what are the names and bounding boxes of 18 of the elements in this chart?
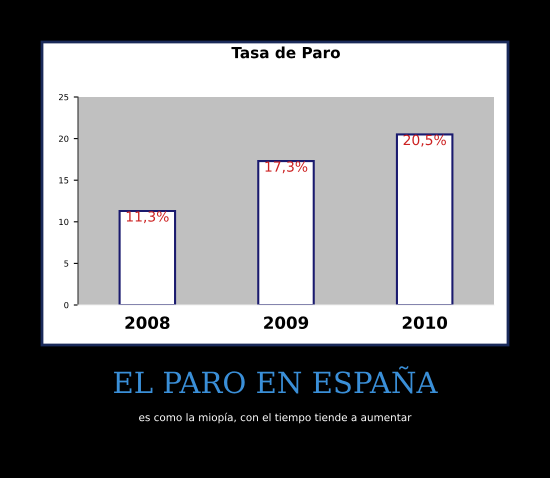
y-tick-label: 0: [64, 302, 68, 308]
x-tick-label: 2010: [402, 316, 448, 330]
data-label: 20,5%: [404, 134, 446, 147]
bar: [396, 133, 454, 305]
y-tick-label: 25: [58, 94, 68, 100]
text: es como la miopía, con el tiempo tiende a aumentar: [139, 412, 412, 424]
bar: [257, 160, 315, 305]
data-label: 11,3%: [126, 211, 169, 224]
y-tick-label: 20: [58, 136, 68, 142]
y-tick-label: 15: [59, 177, 68, 184]
text: EL PARO EN ESPAÑA: [114, 366, 438, 394]
y-tick-label: 10: [59, 218, 68, 226]
y-tick-label: 5: [64, 260, 68, 267]
x-tick-label: 2008: [125, 316, 170, 330]
bar: [118, 210, 176, 305]
x-tick-label: 2009: [264, 316, 308, 330]
data-label: 17,3%: [265, 161, 308, 174]
chart-title: Tasa de Paro: [231, 46, 340, 58]
